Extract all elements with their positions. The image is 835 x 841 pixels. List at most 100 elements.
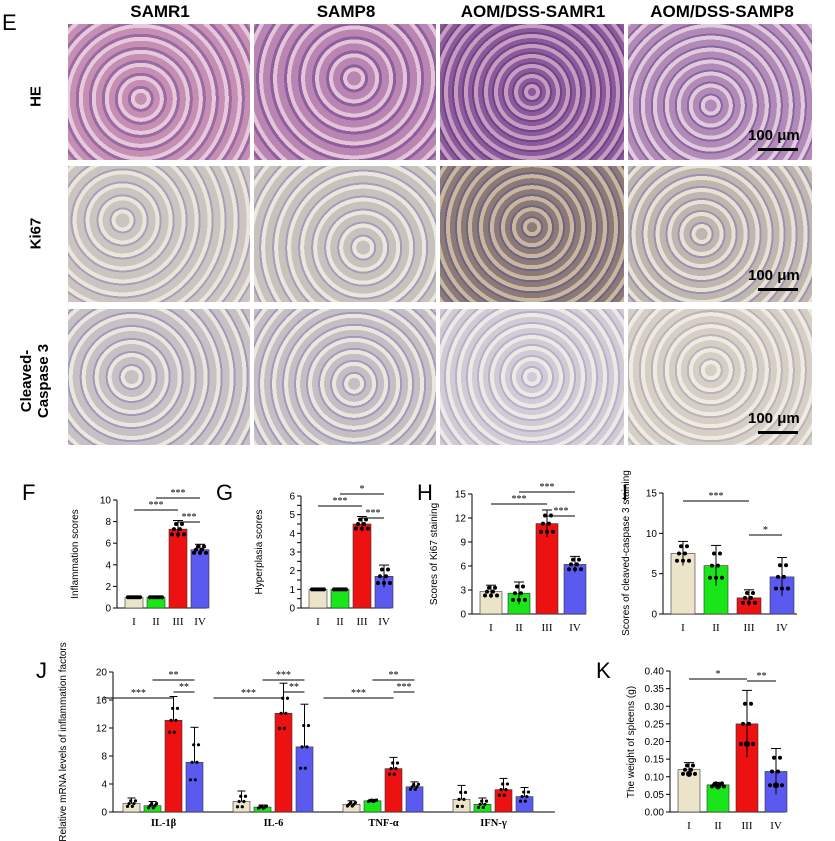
data-point: [410, 785, 414, 789]
y-tick-label: 0.15: [645, 755, 665, 766]
data-point: [774, 586, 778, 591]
column-header-samp8: SAMP8: [316, 2, 376, 21]
y-axis-label: Relative mRNA levels of inflammation fac…: [58, 642, 69, 841]
data-point: [129, 799, 133, 803]
y-tick-label: 0: [101, 808, 107, 819]
micrograph-he-aom-samr1: [440, 24, 624, 160]
significance-label: ***: [366, 508, 381, 519]
data-point: [487, 585, 491, 590]
y-tick-label: 0: [651, 610, 657, 621]
significance-label: ***: [351, 688, 366, 699]
data-point: [386, 567, 390, 572]
y-tick-label: 6: [105, 539, 111, 550]
significance-label: ***: [171, 488, 186, 499]
significance-label: **: [757, 671, 767, 682]
chart-j: 0 4 8 12 16 20 Relative mRNA levels of inflamm…: [58, 642, 555, 841]
data-point: [174, 718, 178, 722]
data-point: [786, 586, 790, 591]
data-point: [495, 593, 499, 598]
significance-label: ***: [709, 491, 724, 502]
y-tick-label: 15: [646, 489, 658, 500]
data-point: [360, 526, 364, 531]
data-point: [741, 600, 745, 605]
data-point: [571, 557, 575, 562]
bar: [330, 589, 350, 609]
data-point: [133, 799, 138, 803]
data-point: [567, 567, 571, 572]
y-tick-label: 10: [646, 529, 658, 540]
bar: [168, 528, 188, 609]
data-point: [240, 805, 244, 809]
data-point: [499, 788, 503, 792]
data-point: [415, 785, 419, 789]
data-point: [349, 800, 353, 805]
x-tick-label: IV: [378, 616, 390, 628]
bar: [494, 789, 513, 813]
data-point: [493, 585, 497, 590]
data-point: [200, 547, 204, 552]
data-point: [196, 544, 200, 549]
column-header-aom-samr1: AOM/DSS-SAMR1: [460, 2, 606, 21]
scale-label-casp3: 100 μm: [748, 410, 800, 427]
y-axis-label: Inflammation scores: [70, 509, 81, 598]
data-point: [235, 805, 240, 809]
data-point: [513, 591, 517, 596]
y-tick-label: 2: [289, 566, 295, 577]
data-point: [416, 782, 421, 786]
data-point: [741, 721, 745, 726]
data-point: [681, 558, 685, 563]
data-point: [388, 580, 392, 585]
data-point: [239, 794, 243, 798]
x-tick-label: II: [712, 622, 720, 634]
significance-label: *: [763, 525, 768, 536]
data-point: [522, 790, 526, 794]
data-point: [519, 591, 523, 596]
data-point: [681, 771, 685, 776]
data-point: [776, 574, 780, 579]
panel-letter-i: I: [622, 480, 629, 505]
data-point: [753, 600, 757, 605]
x-tick-label: I: [316, 616, 320, 628]
y-tick-label: 16: [96, 696, 108, 707]
data-point: [243, 794, 248, 798]
data-point: [714, 575, 718, 580]
panel-letter-h: H: [417, 480, 433, 505]
y-tick-label: 9: [460, 538, 466, 549]
data-point: [497, 793, 502, 797]
panel-letter-g: G: [216, 480, 234, 505]
data-point: [501, 782, 505, 786]
scale-label-he: 100 μm: [748, 127, 800, 144]
data-point: [505, 782, 510, 786]
data-point: [520, 795, 524, 799]
x-tick-label: II: [336, 616, 344, 628]
data-point: [772, 755, 776, 760]
y-tick-label: 0: [105, 604, 111, 615]
data-point: [504, 788, 508, 792]
x-tick-label: IL-6: [264, 818, 284, 829]
data-point: [569, 562, 573, 567]
micrograph-ki67-aom-samp8: [628, 166, 812, 302]
y-tick-label: 5: [289, 510, 295, 521]
x-tick-label: IV: [776, 622, 788, 634]
data-point: [749, 701, 753, 706]
data-point: [169, 718, 173, 722]
data-point: [551, 529, 555, 534]
y-axis-label: Scores of cleaved-caspase 3 staining: [621, 470, 632, 636]
data-point: [394, 767, 398, 771]
data-point: [460, 804, 464, 809]
y-tick-label: 0.10: [645, 772, 665, 783]
panel-letter-k: K: [596, 658, 611, 683]
y-tick-label: 6: [460, 562, 466, 573]
data-point: [780, 586, 784, 591]
data-point: [277, 726, 282, 730]
y-tick-label: 0.25: [645, 719, 665, 730]
data-point: [150, 802, 154, 806]
data-point: [387, 772, 392, 776]
bar: [185, 761, 204, 813]
micrograph-casp3-samp8: [254, 309, 436, 445]
y-tick-label: 5: [651, 569, 657, 580]
data-point: [282, 726, 286, 730]
data-point: [358, 517, 362, 522]
